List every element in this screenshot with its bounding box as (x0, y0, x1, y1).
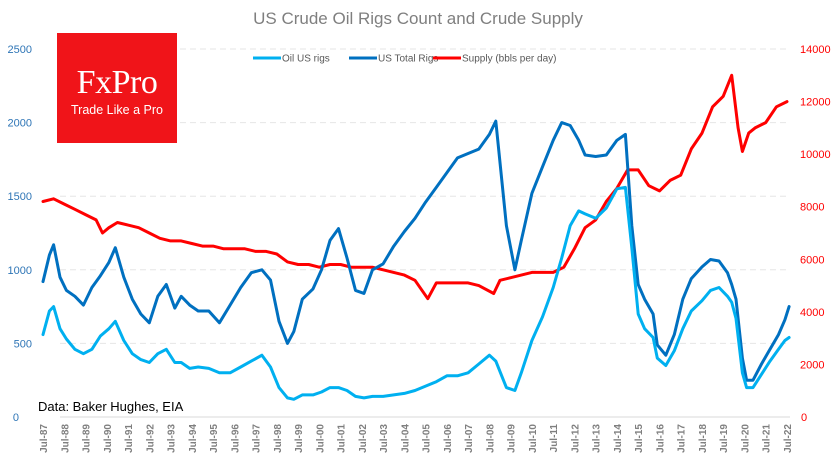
x-tick-label: Jul-01 (337, 424, 348, 453)
right-tick-label: 0 (801, 412, 807, 424)
legend-label: Supply (bbls per day) (462, 54, 557, 65)
x-tick-label: Jul-18 (698, 424, 709, 453)
left-axis: 0 500 1000 1500 2000 2500 (8, 44, 32, 424)
x-tick-label: Jul-00 (315, 424, 326, 453)
x-tick-label: Jul-09 (507, 424, 518, 453)
x-tick-label: Jul-19 (719, 424, 730, 453)
legend: Oil US rigs US Total Rigs Supply (bbls per… (253, 54, 557, 65)
x-tick-label: Jul-08 (485, 424, 496, 453)
right-tick-label: 12000 (800, 97, 831, 109)
legend-label: US Total Rigs (378, 54, 438, 65)
x-tick-label: Jul-07 (464, 424, 475, 453)
logo-brand: FxPro (76, 64, 158, 101)
x-tick-label: Jul-12 (570, 424, 581, 453)
series-line-oil-us-rigs (41, 185, 791, 401)
x-tick-label: Jul-91 (124, 424, 135, 453)
x-tick-label: Jul-04 (400, 424, 411, 453)
gridlines (60, 48, 790, 418)
x-tick-label: Jul-89 (82, 424, 93, 453)
right-tick-label: 8000 (800, 202, 824, 214)
series-line-us-total-rigs (41, 119, 791, 382)
left-tick-label: 500 (14, 338, 32, 350)
x-tick-label: Jul-22 (783, 424, 794, 453)
x-tick-label: Jul-94 (188, 424, 199, 453)
logo-tagline: Trade Like a Pro (71, 103, 163, 117)
x-tick-label: Jul-05 (422, 424, 433, 453)
x-tick-label: Jul-16 (655, 424, 666, 453)
x-tick-label: Jul-92 (145, 424, 156, 453)
left-tick-label: 1500 (8, 191, 32, 203)
x-tick-label: Jul-95 (209, 424, 220, 453)
left-tick-label: 2000 (8, 118, 32, 130)
right-tick-label: 14000 (800, 44, 831, 56)
x-tick-label: Jul-88 (60, 424, 71, 453)
right-axis: 0 2000 4000 6000 8000 10000 12000 14000 (800, 44, 831, 424)
right-tick-label: 4000 (800, 307, 824, 319)
x-tick-label: Jul-98 (273, 424, 284, 453)
series-line-supply-bbls-per-day (41, 73, 789, 301)
x-axis: Jul-87 Jul-88 Jul-89 Jul-90 Jul-91 Jul-92 Jul-… (39, 424, 794, 453)
x-tick-label: Jul-96 (230, 424, 241, 453)
x-tick-label: Jul-17 (677, 424, 688, 453)
fxpro-logo: FxPro Trade Like a Pro (57, 33, 177, 143)
left-tick-label: 2500 (8, 44, 32, 56)
right-tick-label: 6000 (800, 254, 824, 266)
x-tick-label: Jul-20 (740, 424, 751, 453)
series-group (41, 73, 791, 401)
x-tick-label: Jul-21 (762, 424, 773, 453)
x-tick-label: Jul-87 (39, 424, 50, 453)
data-source-annotation: Data: Baker Hughes, EIA (38, 399, 184, 414)
x-tick-label: Jul-13 (592, 424, 603, 453)
right-tick-label: 10000 (800, 149, 831, 161)
left-tick-label: 0 (13, 412, 19, 424)
x-tick-label: Jul-10 (528, 424, 539, 453)
x-tick-label: Jul-90 (103, 424, 114, 453)
x-tick-label: Jul-11 (549, 424, 560, 453)
left-tick-label: 1000 (8, 265, 32, 277)
x-tick-label: Jul-97 (252, 424, 263, 453)
x-tick-label: Jul-06 (443, 424, 454, 453)
chart-title: US Crude Oil Rigs Count and Crude Supply (253, 9, 583, 28)
x-tick-label: Jul-93 (167, 424, 178, 453)
legend-label: Oil US rigs (282, 54, 330, 65)
right-tick-label: 2000 (800, 359, 824, 371)
x-tick-label: Jul-02 (358, 424, 369, 453)
x-tick-label: Jul-03 (379, 424, 390, 453)
x-tick-label: Jul-15 (634, 424, 645, 453)
x-tick-label: Jul-99 (294, 424, 305, 453)
x-tick-label: Jul-14 (613, 424, 624, 453)
